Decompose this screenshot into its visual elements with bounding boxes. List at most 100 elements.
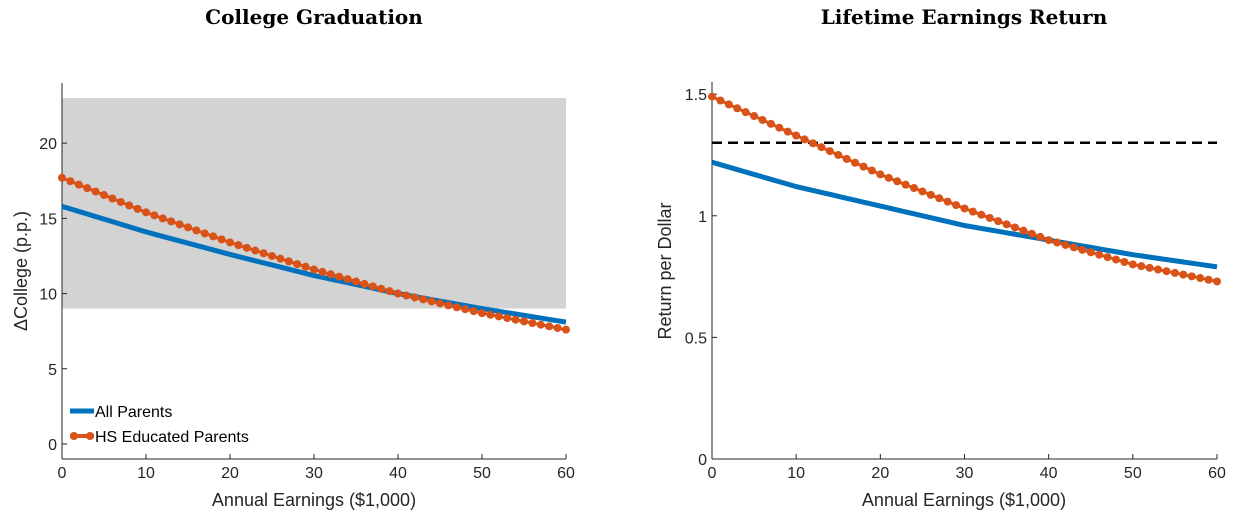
series-marker-hs-parents [1154,265,1163,274]
series-marker-hs-parents [960,204,969,213]
lifetime-earnings-return-panel: Lifetime Earnings Return 0 10 20 30 40 50 6000… [655,5,1226,510]
series-marker-hs-parents [716,96,725,105]
series-marker-hs-parents [733,104,742,113]
series-marker-hs-parents [343,275,352,284]
series-marker-hs-parents [494,312,503,321]
series-marker-hs-parents [1078,245,1087,254]
series-marker-hs-parents [1086,248,1095,257]
series-line-all-parents [711,159,1218,270]
series-marker-hs-parents [478,309,486,318]
series-marker-hs-parents [108,194,117,203]
series-marker-hs-parents [1002,220,1011,229]
series-marker-hs-parents [851,158,860,167]
series-marker-hs-parents [1061,240,1070,249]
x-tick-label: 60 [557,465,575,482]
series-marker-hs-parents [800,135,809,144]
series-marker-hs-parents [893,177,902,186]
y-tick-label: 0.5 [685,330,707,347]
series-marker-hs-parents [142,208,150,217]
series-marker-hs-parents [326,270,335,279]
series-marker-hs-parents [842,154,851,163]
series-marker-hs-parents [553,324,562,332]
series-marker-hs-parents [116,197,125,206]
y-tick-label: 0 [698,452,707,469]
series-marker-hs-parents [217,235,226,244]
legend-label-all-parents: All Parents [95,404,172,421]
x-tick-label: 20 [221,465,239,482]
series-marker-hs-parents [234,241,243,250]
legend-item-all-parents: All Parents [70,404,172,421]
series-marker-hs-parents [977,210,986,219]
series-marker-hs-parents [301,262,310,271]
x-tick-label: 40 [1040,465,1058,482]
series-marker-hs-parents [58,173,66,182]
y-tick-label: 1 [698,209,707,226]
x-axis-label: Annual Earnings ($1,000) [862,490,1066,510]
legend: All Parents HS Educated Parents [70,404,249,446]
series-marker-hs-parents [834,150,843,159]
tick-layer: 0 10 20 30 40 50 60 0 5 10 15 20 [39,136,575,482]
series-marker-hs-parents [1053,238,1062,247]
x-tick-label: 10 [787,465,805,482]
x-axis-label: Annual Earnings ($1,000) [212,490,416,510]
series-marker-hs-parents [419,295,428,304]
series-marker-hs-parents [1162,267,1171,276]
series-marker-hs-parents [1095,250,1104,259]
series-marker-hs-parents [444,301,453,310]
series-marker-hs-parents [985,213,994,222]
series-marker-hs-parents [1204,275,1213,284]
series-marker-hs-parents [1103,253,1112,262]
series-marker-hs-parents [884,173,893,182]
y-tick-label: 15 [39,211,57,228]
series-marker-hs-parents [968,207,977,216]
series-marker-hs-parents [402,291,411,300]
series-marker-hs-parents [133,204,142,213]
series-marker-hs-parents [817,143,826,152]
series-marker-hs-parents [1044,236,1053,245]
series-marker-hs-parents [724,100,733,109]
y-tick-label: 0 [48,437,57,454]
series-marker-hs-parents [1145,263,1154,272]
series-marker-hs-parents [1170,268,1179,277]
series-marker-hs-parents [758,115,767,124]
legend-marker [70,432,78,440]
series-marker-hs-parents [385,287,394,296]
series-marker-hs-parents [226,238,234,247]
series-marker-hs-parents [1011,223,1019,232]
x-tick-label: 30 [305,465,323,482]
series-marker-hs-parents [461,305,470,314]
series-marker-hs-parents [1112,255,1120,264]
series-marker-hs-parents [520,317,528,326]
series-marker-hs-parents [766,119,775,128]
series-marker-hs-parents [74,180,83,189]
series-marker-hs-parents [175,220,184,229]
series-marker-hs-parents [750,112,759,121]
series-marker-hs-parents [486,310,495,319]
x-tick-label: 50 [473,465,491,482]
chart-title: College Graduation [205,5,423,29]
series-marker-hs-parents [150,211,159,220]
series-marker-hs-parents [910,184,918,193]
series-marker-hs-parents [377,284,386,293]
x-tick-label: 20 [871,465,889,482]
x-tick-label: 0 [58,465,67,482]
series-marker-hs-parents [952,201,961,210]
series-marker-hs-parents [1128,260,1137,269]
x-tick-label: 10 [137,465,155,482]
series-marker-hs-parents [66,177,75,186]
series-marker-hs-parents [1196,274,1205,283]
series-marker-hs-parents [427,297,436,306]
series-marker-hs-parents [935,194,944,203]
series-marker-hs-parents [209,232,218,241]
series-marker-hs-parents [528,319,537,328]
chart-title: Lifetime Earnings Return [821,5,1108,29]
x-tick-label: 60 [1208,465,1226,482]
series-marker-hs-parents [394,289,402,298]
y-tick-label: 10 [39,287,57,304]
y-axis-label: ΔCollege (p.p.) [11,211,31,331]
series-line-all-parents [61,203,567,325]
series-marker-hs-parents [1019,226,1028,235]
series-marker-hs-parents [901,180,910,189]
series-marker-hs-parents [775,123,784,132]
series-marker-hs-parents [783,127,792,136]
